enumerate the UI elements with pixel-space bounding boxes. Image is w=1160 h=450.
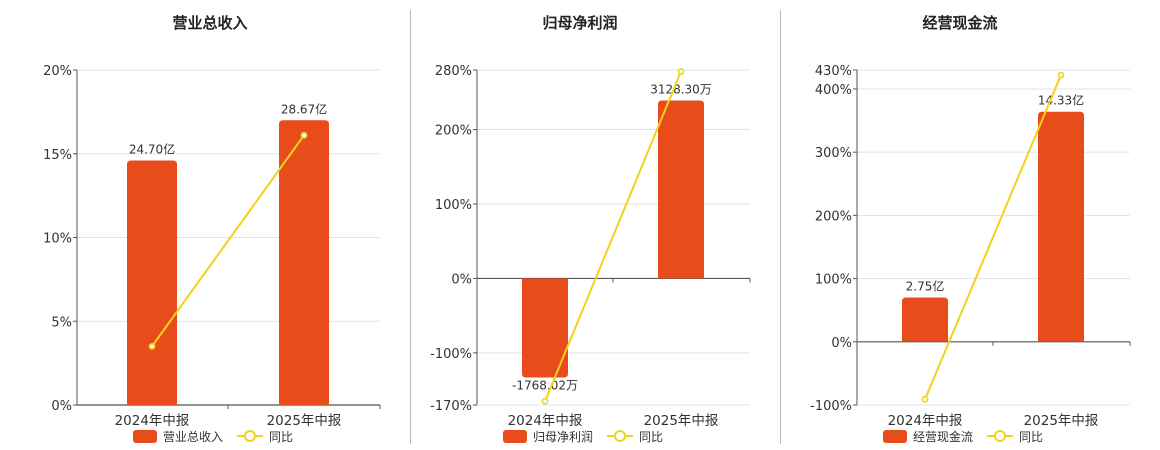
- bar: [902, 297, 948, 342]
- legend-line-marker: [244, 430, 256, 442]
- panel-divider: [780, 10, 781, 444]
- yoy-point: [148, 342, 156, 350]
- bar-data-label: -1768.02万: [512, 378, 578, 392]
- y-tick-label: 100%: [435, 198, 472, 213]
- legend-bar-label: 归母净利润: [533, 430, 593, 444]
- legend-line-label: 同比: [1019, 430, 1043, 444]
- x-category-label: 2025年中报: [1024, 413, 1099, 429]
- y-tick-label: 430%: [815, 64, 852, 79]
- yoy-series-line: [924, 74, 1062, 400]
- y-tick-label: 0%: [51, 399, 72, 414]
- legend-line-label: 同比: [269, 430, 293, 444]
- legend-bar-swatch: [883, 430, 907, 443]
- y-tick-label: 400%: [815, 83, 852, 98]
- y-tick-label: 200%: [815, 209, 852, 224]
- y-tick-label: -100%: [430, 347, 472, 362]
- bar: [1038, 111, 1084, 342]
- bar: [127, 160, 177, 405]
- x-category-label: 2024年中报: [508, 413, 583, 429]
- panel-divider: [410, 10, 411, 444]
- yoy-series-line: [151, 134, 305, 347]
- y-tick-label: -170%: [430, 399, 472, 414]
- legend-line-label: 同比: [639, 430, 663, 444]
- chart-title-cash-flow: 经营现金流: [922, 14, 998, 32]
- y-tick-label: 20%: [43, 64, 72, 79]
- y-tick-label: 5%: [51, 315, 72, 330]
- bar: [658, 100, 704, 279]
- legend-bar-swatch: [133, 430, 157, 443]
- bar-data-label: 2.75亿: [906, 279, 945, 294]
- yoy-series-line: [544, 71, 682, 402]
- legend-bar-label: 经营现金流: [913, 429, 973, 444]
- y-tick-label: 0%: [831, 336, 852, 351]
- bar-data-label: 3128.30万: [650, 83, 712, 97]
- legend-bar-label: 营业总收入: [163, 430, 223, 444]
- yoy-point: [677, 68, 685, 75]
- y-tick-label: 0%: [451, 272, 472, 287]
- x-category-label: 2024年中报: [888, 413, 963, 429]
- legend-bar-swatch: [503, 430, 527, 443]
- chart-title-net-profit: 归母净利润: [542, 14, 618, 32]
- y-tick-label: 200%: [435, 124, 472, 139]
- yoy-point: [921, 395, 929, 403]
- bar: [522, 278, 568, 378]
- bar-data-label: 28.67亿: [281, 101, 327, 116]
- x-category-label: 2025年中报: [644, 413, 719, 429]
- y-tick-label: 100%: [815, 273, 852, 288]
- bar: [279, 120, 329, 405]
- y-tick-label: 300%: [815, 146, 852, 161]
- x-category-label: 2024年中报: [115, 413, 190, 429]
- x-category-label: 2025年中报: [267, 413, 342, 429]
- legend-line-marker: [994, 430, 1006, 442]
- y-tick-label: 10%: [43, 232, 72, 247]
- yoy-point: [541, 397, 549, 405]
- y-tick-label: 15%: [43, 148, 72, 163]
- y-tick-label: 280%: [435, 64, 472, 79]
- bar-data-label: 14.33亿: [1038, 93, 1084, 108]
- yoy-point: [1057, 71, 1065, 79]
- yoy-point: [300, 131, 308, 139]
- y-tick-label: -100%: [810, 399, 852, 414]
- chart-title-revenue: 营业总收入: [172, 14, 248, 32]
- legend-line-marker: [614, 430, 626, 442]
- bar-data-label: 24.70亿: [129, 141, 175, 156]
